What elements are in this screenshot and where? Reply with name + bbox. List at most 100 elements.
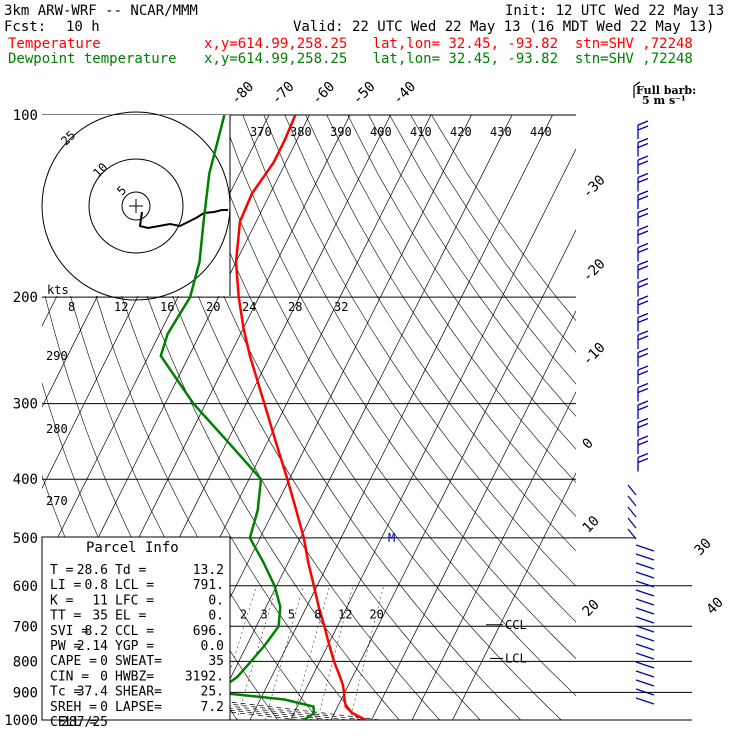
theta-label: 440	[530, 125, 552, 139]
parcel-info-value: 0.	[208, 609, 224, 624]
el-marker-label: M	[388, 531, 395, 545]
isotherm-label: -60	[309, 79, 338, 108]
barb-key-line2: 5 m s⁻¹	[642, 94, 686, 107]
pressure-label: 700	[13, 619, 38, 635]
wind-barb	[637, 417, 649, 424]
dry-adiabat-line	[389, 115, 576, 385]
parcel-info-value: 37.4	[77, 685, 108, 700]
mixing-ratio-label: 2	[240, 607, 247, 621]
parcel-info-label: LAPSE=	[115, 700, 162, 715]
dewpoint-location: x,y=614.99,258.25 lat,lon= 32.45, -93.82…	[204, 51, 693, 67]
dry-adiabat-line	[347, 115, 576, 450]
dry-adiabat-line	[431, 115, 576, 322]
init-time: Init: 12 UTC Wed 22 May 13	[505, 3, 725, 19]
parcel-info-label: CELL =	[50, 715, 97, 730]
wind-barb	[637, 190, 649, 196]
theta-label: 410	[410, 125, 432, 139]
wind-barb	[637, 212, 649, 219]
parcel-info-label: Td =	[115, 563, 146, 578]
wind-barb	[637, 225, 649, 231]
wind-barb	[637, 282, 649, 289]
wind-barb	[635, 598, 655, 606]
hodograph-speed-label: 16	[160, 300, 174, 314]
mixing-ratio-label: 8	[314, 607, 321, 621]
wind-barb	[637, 125, 649, 131]
forecast-hour: 10 h	[66, 19, 100, 35]
parcel-info-box	[41, 536, 231, 721]
parcel-info-value: 13.2	[193, 563, 224, 578]
wind-barb	[637, 317, 649, 324]
parcel-info-label: K =	[50, 593, 74, 608]
dry-adiabat-line	[158, 115, 521, 720]
wind-barb	[637, 160, 649, 166]
isotherm-label: 30	[692, 536, 715, 559]
pressure-label: 200	[13, 290, 38, 306]
dry-adiabat-line	[410, 115, 576, 353]
wind-barb	[637, 242, 649, 249]
forecast-label: Fcst:	[4, 19, 47, 35]
parcel-info-label: Tc =	[50, 685, 81, 700]
wind-barb	[637, 260, 649, 266]
wind-barb	[637, 300, 649, 306]
parcel-info-label: SHEAR=	[115, 685, 162, 700]
wind-barb	[637, 330, 649, 336]
hodograph-ring	[121, 191, 151, 221]
hodograph-trace	[138, 209, 228, 230]
dry-adiabat-line	[368, 115, 576, 417]
wind-barb	[637, 400, 649, 406]
temperature-location: x,y=614.99,258.25 lat,lon= 32.45, -93.82…	[204, 36, 693, 52]
parcel-info-value: 696.	[193, 624, 224, 639]
wind-barb	[635, 544, 655, 552]
dry-adiabat-line	[242, 115, 576, 623]
parcel-info-label: T =	[50, 563, 74, 578]
isotherm-line	[249, 115, 553, 720]
wind-barb	[637, 277, 649, 284]
dry-adiabat-label: 270	[46, 494, 68, 508]
pressure-label: 900	[13, 685, 38, 701]
wind-barb	[637, 230, 649, 236]
hodograph-ring	[88, 158, 184, 254]
isotherm-line	[452, 472, 576, 720]
wind-barb	[637, 440, 649, 446]
parcel-info-value: 11	[92, 593, 108, 608]
dry-adiabat-line	[263, 115, 576, 587]
wind-barb	[635, 679, 655, 687]
wind-barb	[635, 697, 655, 705]
wind-barb	[635, 607, 655, 615]
dry-adiabat-line	[179, 115, 562, 720]
wind-barb	[637, 352, 649, 359]
dry-adiabat-line	[137, 115, 481, 720]
parcel-info-value: 791.	[193, 578, 224, 593]
parcel-info-value: 0	[100, 700, 108, 715]
pressure-label: 500	[13, 531, 38, 547]
dry-adiabat-line	[221, 115, 576, 659]
isotherm-label: -40	[390, 79, 419, 108]
dry-adiabat-line	[116, 115, 440, 720]
wind-barb	[637, 142, 649, 149]
wind-barb	[635, 571, 655, 579]
wind-barb	[637, 457, 649, 464]
parcel-info-label: YGP =	[115, 639, 154, 654]
ccl-label: CCL	[505, 618, 527, 632]
wind-barb	[637, 172, 649, 179]
theta-label: 420	[450, 125, 472, 139]
mixing-ratio-line	[349, 585, 384, 720]
pressure-label: 1000	[4, 713, 38, 729]
parcel-info-label: TT =	[50, 609, 81, 624]
isotherm-label: 20	[580, 597, 603, 620]
parcel-info-label: LFC =	[115, 593, 154, 608]
dry-adiabat-label: 280	[46, 422, 68, 436]
parcel-info-value: 2.14	[77, 639, 108, 654]
parcel-info-value: 3192.	[185, 669, 224, 684]
wind-barb	[627, 528, 637, 540]
wind-barb	[635, 688, 655, 696]
parcel-info-value: 35	[208, 654, 224, 669]
isotherm-label: -10	[580, 340, 609, 369]
barb-key-line1: Full barb:	[636, 84, 696, 97]
isotherm-label: -70	[269, 79, 298, 108]
parcel-info-label: EL =	[115, 609, 146, 624]
wind-barb	[637, 382, 649, 389]
wind-barb	[635, 652, 655, 660]
wind-barb	[637, 370, 649, 376]
